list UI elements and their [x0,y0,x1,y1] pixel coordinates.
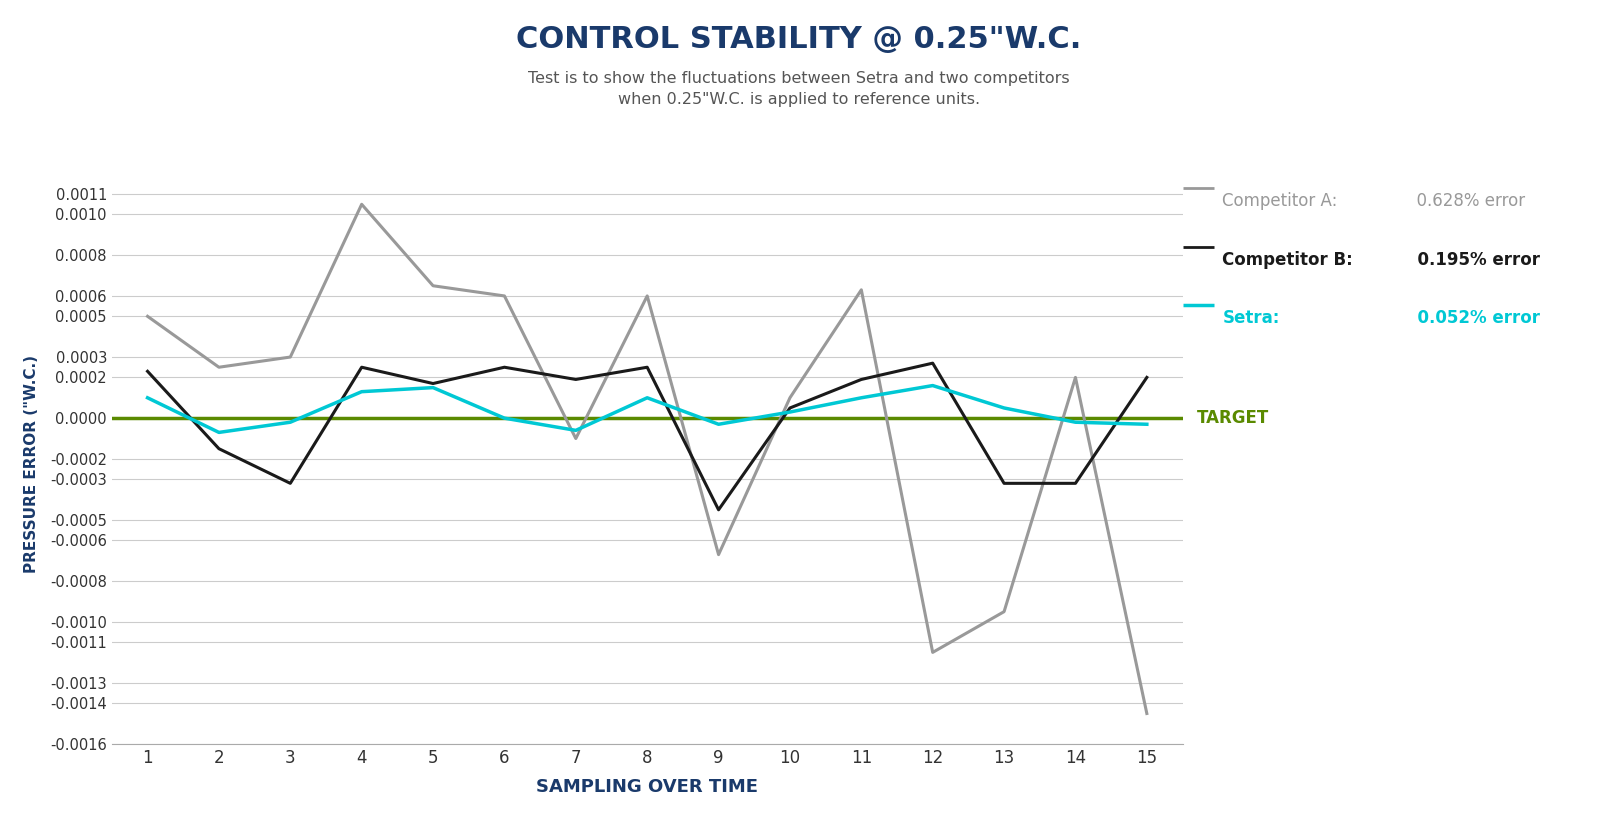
Text: 0.195% error: 0.195% error [1406,251,1540,269]
X-axis label: SAMPLING OVER TIME: SAMPLING OVER TIME [537,778,757,796]
Text: Test is to show the fluctuations between Setra and two competitors
when 0.25"W.C: Test is to show the fluctuations between… [529,71,1069,107]
Text: Setra:: Setra: [1222,309,1280,328]
Text: CONTROL STABILITY @ 0.25"W.C.: CONTROL STABILITY @ 0.25"W.C. [516,25,1082,54]
Text: Competitor A:: Competitor A: [1222,192,1338,211]
Y-axis label: PRESSURE ERROR ("W.C.): PRESSURE ERROR ("W.C.) [24,355,38,573]
Text: Competitor B:: Competitor B: [1222,251,1354,269]
Text: 0.628% error: 0.628% error [1406,192,1526,211]
Text: 0.052% error: 0.052% error [1406,309,1540,328]
Text: TARGET: TARGET [1197,409,1269,427]
